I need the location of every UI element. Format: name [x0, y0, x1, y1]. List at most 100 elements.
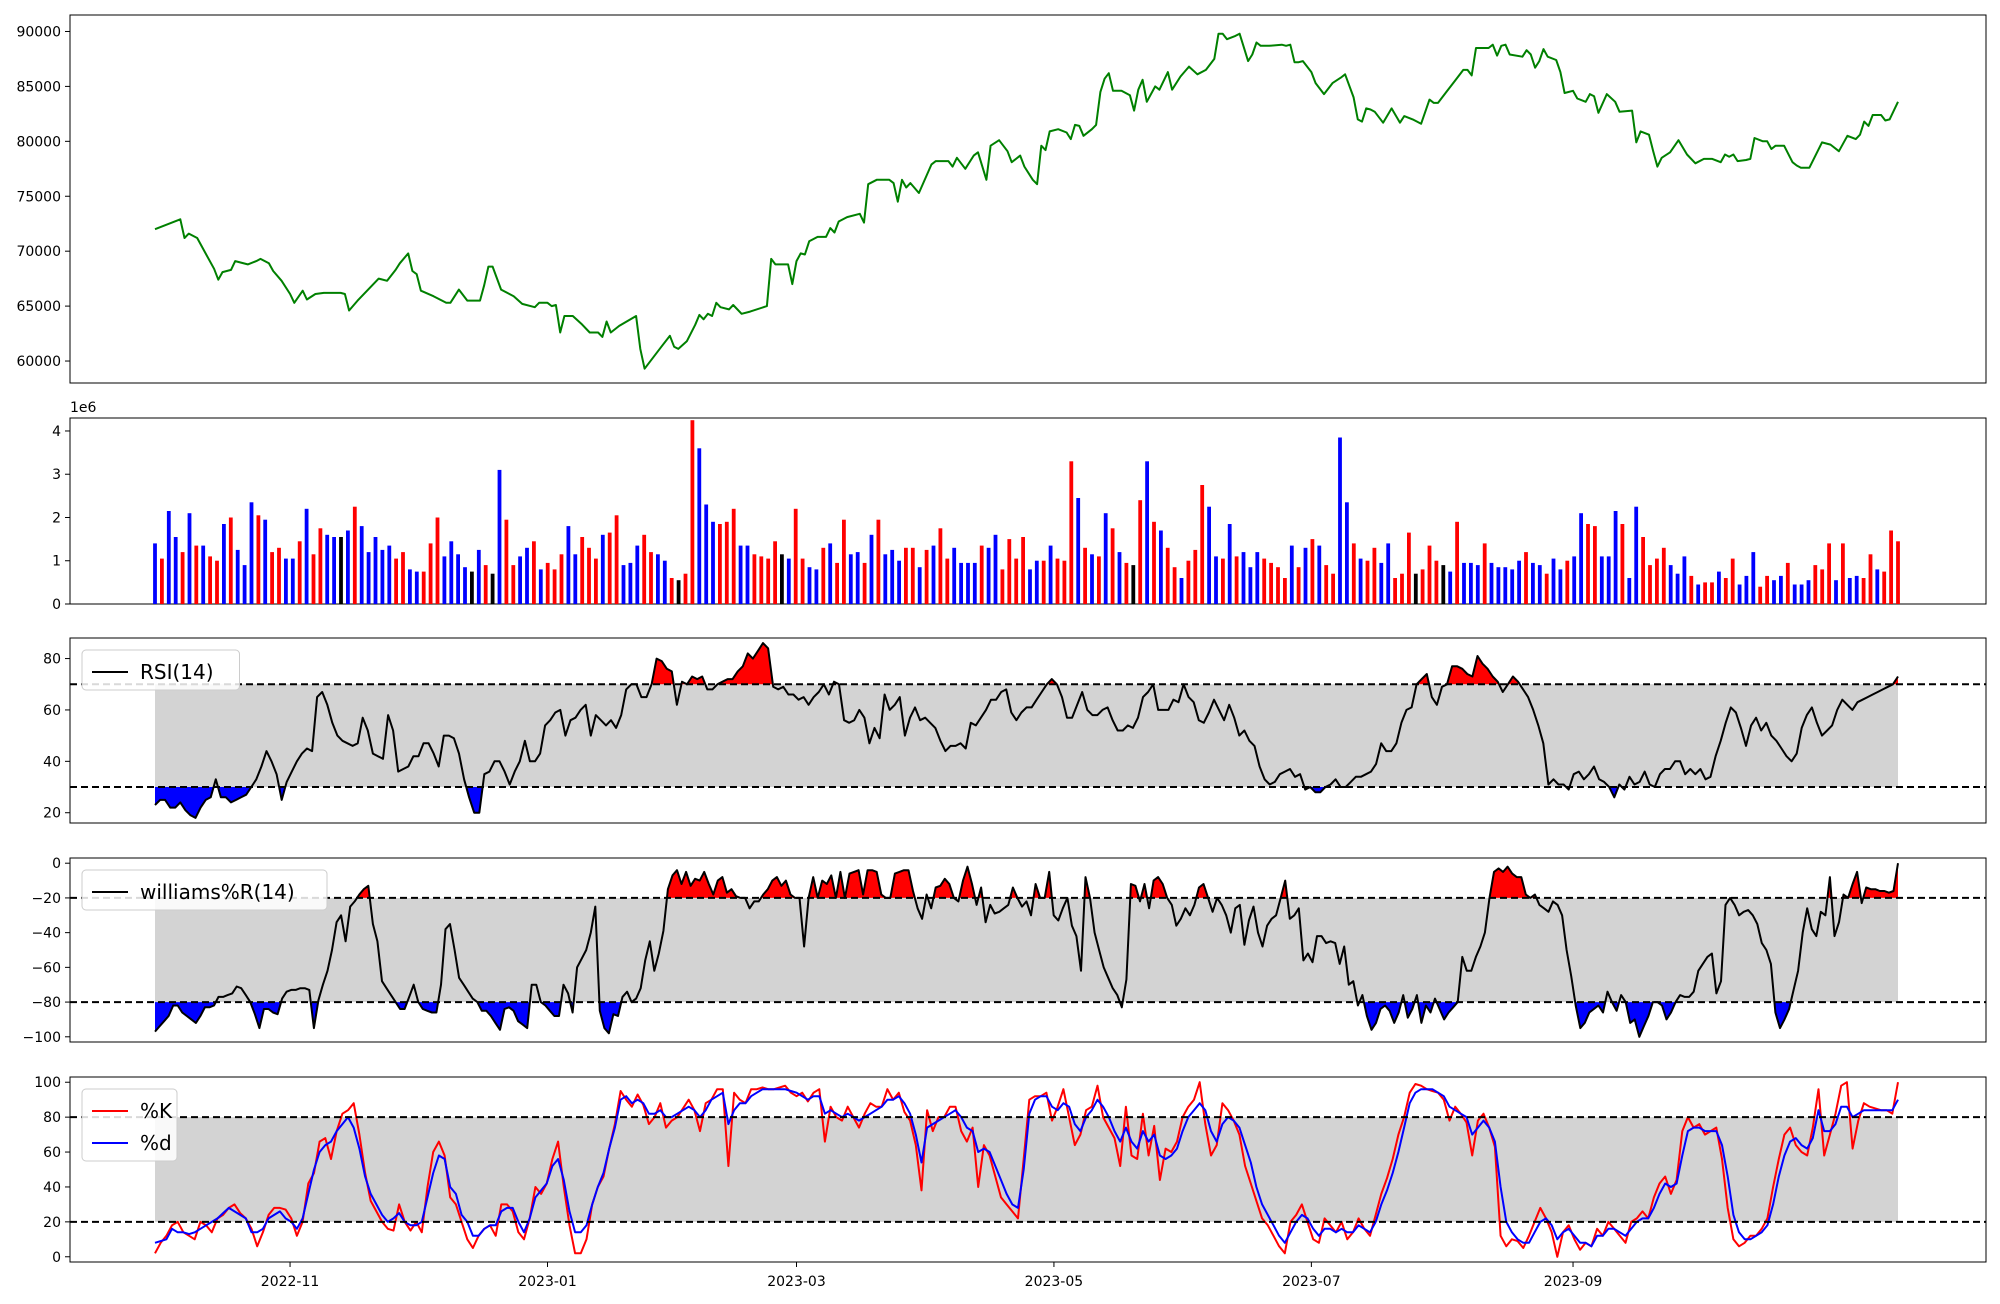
volume-bar — [1034, 560, 1039, 604]
volume-bar — [277, 547, 281, 604]
oversold-fill — [418, 1002, 439, 1013]
volume-bar — [1145, 461, 1149, 604]
overbought-fill — [1489, 866, 1531, 898]
oversold-fill — [1575, 1002, 1606, 1029]
volume-bar — [1489, 562, 1494, 604]
y-tick-label: 0 — [52, 856, 61, 872]
volume-bar — [545, 562, 550, 604]
volume-bar — [559, 554, 564, 604]
volume-bar — [924, 549, 929, 604]
williams-r-line — [154, 863, 1899, 1038]
axes-frame-0 — [69, 14, 1987, 384]
volume-bar — [972, 562, 977, 604]
y-tick-label: 20 — [43, 1215, 61, 1231]
volume-bar — [1482, 543, 1487, 604]
volume-bar — [1785, 562, 1790, 604]
volume-bar — [1159, 530, 1163, 604]
volume-bar — [532, 541, 536, 604]
volume-bar — [1152, 521, 1156, 604]
volume-bar — [1868, 554, 1873, 604]
volume-bar — [835, 562, 839, 604]
volume-bar — [1765, 575, 1769, 604]
volume-bar — [904, 547, 908, 604]
volume-bar — [1772, 580, 1776, 604]
volume-bar — [387, 545, 392, 604]
volume-bar — [1469, 562, 1473, 604]
volume-bar — [1427, 545, 1432, 604]
y-tick-label: −40 — [31, 926, 61, 942]
oversold-fill — [1436, 1002, 1458, 1020]
volume-bar — [773, 541, 777, 604]
volume-bar — [1565, 560, 1570, 604]
volume-bar — [173, 537, 178, 604]
volume-bar — [263, 519, 268, 604]
volume-bar — [862, 562, 867, 604]
volume-bar — [910, 547, 915, 604]
volume-bar — [1682, 556, 1687, 604]
y-tick-label: 0 — [52, 1250, 61, 1266]
axes-frame-2 — [69, 637, 1987, 824]
volume-bar — [993, 534, 998, 604]
volume-bar — [1586, 524, 1590, 604]
volume-bar — [1710, 582, 1714, 604]
volume-bar — [690, 420, 695, 604]
volume-bar — [1048, 545, 1053, 604]
volume-bar — [1544, 573, 1549, 604]
volume-bar — [1641, 537, 1645, 604]
volume-bar — [1723, 578, 1728, 604]
overbought-fill — [666, 870, 741, 898]
oversold-fill — [1657, 1002, 1676, 1020]
oversold-fill — [477, 1002, 530, 1030]
y-tick-label: 0 — [52, 597, 61, 613]
volume-bar — [318, 528, 323, 604]
volume-bar — [1882, 571, 1887, 604]
overbought-fill — [651, 658, 674, 685]
y-tick-label: −60 — [31, 960, 61, 976]
volume-bar — [366, 552, 371, 604]
volume-bar — [1007, 539, 1012, 604]
overbought-fill — [760, 877, 796, 898]
volume-bar — [1537, 565, 1542, 604]
volume-bar — [1379, 562, 1384, 604]
volume-bar — [1331, 573, 1335, 604]
volume-bar — [401, 552, 405, 604]
volume-bar — [373, 537, 378, 604]
volume-bar — [194, 545, 199, 604]
legend-label: RSI(14) — [140, 660, 214, 684]
volume-bar — [1407, 532, 1411, 604]
volume-bar — [1283, 578, 1287, 604]
volume-bar — [786, 558, 791, 604]
volume-bar — [1289, 545, 1294, 604]
volume-bar — [1110, 528, 1115, 604]
volume-bar — [1028, 569, 1032, 604]
y-tick-label: 40 — [43, 754, 61, 770]
volume-bar — [986, 547, 991, 604]
y-tick-label: 60 — [43, 1145, 61, 1161]
volume-bar — [1517, 560, 1521, 604]
x-tick-label: 2023-05 — [1025, 1274, 1084, 1290]
volume-bar — [1668, 565, 1673, 604]
overbought-fill — [1150, 877, 1168, 898]
volume-bar — [215, 560, 219, 604]
y-tick-label: 3 — [52, 467, 61, 483]
legend-box — [81, 869, 328, 911]
volume-bar — [855, 552, 860, 604]
axes-frame-4 — [69, 1076, 1987, 1263]
volume-bar — [1090, 554, 1094, 604]
volume-bar — [821, 547, 826, 604]
volume-bar — [1703, 582, 1707, 604]
volume-bar — [952, 547, 957, 604]
volume-bar — [1227, 524, 1232, 604]
volume-bar — [1448, 571, 1453, 604]
volume-bar — [1083, 547, 1087, 604]
volume-bar — [1131, 565, 1136, 604]
volume-bar — [1248, 567, 1253, 604]
volume-bar — [284, 558, 288, 604]
volume-bar — [1241, 552, 1246, 604]
volume-bar — [662, 560, 667, 604]
volume-bar — [594, 558, 598, 604]
y-tick-label: 60 — [43, 703, 61, 719]
volume-bar — [1069, 461, 1074, 604]
volume-bar — [483, 565, 488, 604]
price-line — [154, 32, 1899, 370]
